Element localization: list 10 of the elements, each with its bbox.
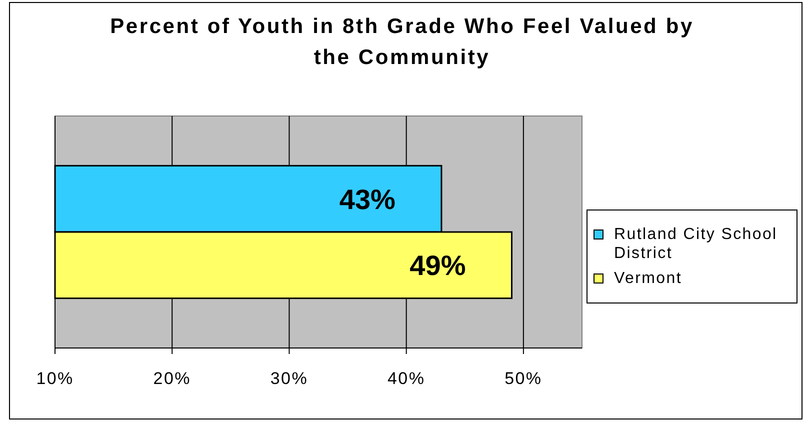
data-label: 49% bbox=[410, 250, 466, 281]
x-tick-label: 30% bbox=[270, 369, 308, 388]
chart-title: Percent of Youth in 8th Grade Who Feel Valued by the Community bbox=[110, 15, 694, 69]
x-tick-label: 50% bbox=[504, 369, 542, 388]
data-label: 43% bbox=[339, 183, 396, 214]
legend-label: Rutland City School District bbox=[614, 226, 778, 262]
x-tick-label: 40% bbox=[388, 369, 426, 388]
legend-label: Vermont bbox=[614, 270, 682, 287]
x-tick-label: 20% bbox=[153, 369, 191, 388]
x-tick-label: 10% bbox=[36, 369, 74, 388]
